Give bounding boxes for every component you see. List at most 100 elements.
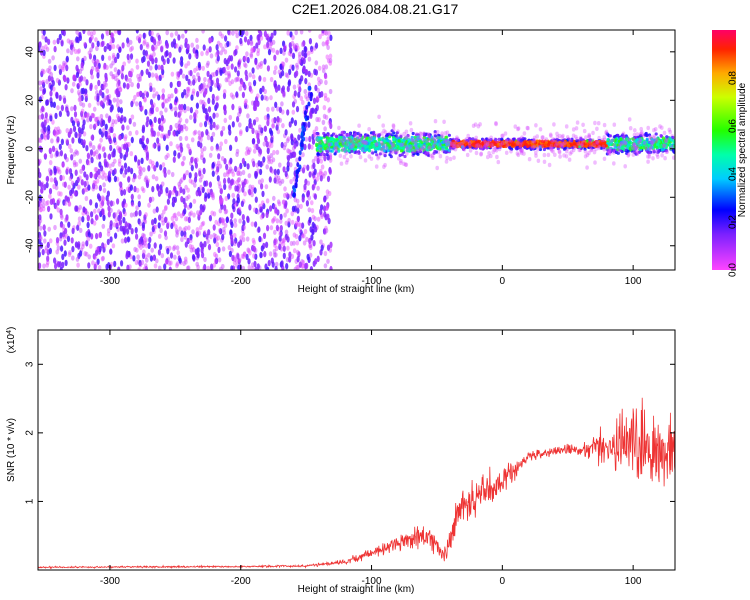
- spectrogram-cell: [89, 124, 93, 130]
- spectrogram-cell: [123, 116, 127, 123]
- spectrogram-cell: [177, 120, 182, 126]
- spectrogram-cell: [164, 259, 169, 265]
- spectrogram-cell: [151, 174, 156, 180]
- spectrogram-cell: [275, 124, 279, 131]
- spectrogram-cell: [303, 143, 307, 151]
- spectrogram-cell: [104, 123, 108, 130]
- spectrogram-cell: [95, 45, 99, 52]
- spectrogram-cell: [245, 51, 249, 57]
- spectrogram-cell: [79, 101, 83, 107]
- spectrogram-cell: [94, 249, 99, 256]
- spectrogram-cell: [308, 252, 313, 258]
- spectrogram-cell: [41, 248, 45, 256]
- spectrogram-cell: [54, 112, 58, 120]
- spectrogram-cell: [67, 201, 72, 207]
- spectrogram-cell: [212, 224, 216, 231]
- spectrogram-cell: [46, 241, 50, 249]
- spectrogram-cell: [86, 112, 90, 118]
- spectrogram-cell: [298, 235, 302, 242]
- spectrogram-cell: [284, 220, 289, 226]
- spectrogram-cell: [40, 187, 44, 194]
- spectrogram-cell: [171, 130, 176, 136]
- spectrogram-cell: [301, 222, 305, 229]
- spectrogram-cell: [59, 212, 64, 219]
- spectrogram-cell: [218, 163, 223, 169]
- spectrogram-cell: [234, 48, 238, 56]
- spectrogram-cell: [220, 130, 224, 137]
- spectrogram-cell: [284, 57, 289, 63]
- spectrogram-cell: [252, 253, 256, 259]
- spectrogram-cell: [278, 162, 282, 168]
- spectrogram-cell: [38, 200, 41, 208]
- spectrogram-cell: [142, 266, 147, 270]
- spectrogram-cell: [116, 198, 120, 205]
- spectrogram-cell: [149, 85, 153, 93]
- spectrogram-cell: [159, 188, 163, 195]
- spectrogram-cell: [305, 262, 309, 269]
- spectrogram-cell: [82, 139, 86, 146]
- spectrogram-cell: [314, 60, 319, 66]
- spectrogram-cell: [227, 169, 231, 175]
- spectrogram-cell: [53, 224, 57, 231]
- spectrogram-cell: [67, 200, 72, 207]
- spectrogram-cell: [200, 147, 204, 154]
- spectrogram-cell: [189, 238, 193, 244]
- spectrogram-cell: [337, 125, 341, 131]
- spectrogram-cell: [163, 98, 167, 104]
- spectrogram-cell: [45, 46, 50, 52]
- spectrogram-cell: [94, 167, 99, 173]
- spectrogram-cell: [222, 66, 226, 74]
- spectrogram-cell: [274, 245, 279, 252]
- spectrogram-cell: [266, 119, 270, 127]
- spectrogram-cell: [296, 216, 301, 222]
- spectrogram-cell: [95, 64, 99, 70]
- spectrogram-cell: [258, 148, 263, 155]
- spectrogram-cell: [236, 170, 241, 176]
- spectrogram-cell: [273, 242, 277, 248]
- spectrogram-cell: [98, 128, 102, 135]
- spectrogram-cell: [76, 176, 80, 184]
- spectrogram-cell: [158, 39, 162, 45]
- spectrogram-cell: [182, 173, 186, 181]
- spectrogram-cell: [319, 79, 323, 85]
- spectrogram-cell: [283, 202, 288, 209]
- spectrogram-cell: [126, 53, 130, 61]
- spectrogram-cell: [112, 97, 117, 103]
- spectrogram-cell: [200, 173, 204, 179]
- spectrogram-cell: [96, 100, 101, 106]
- spectrogram-cell: [328, 157, 333, 163]
- spectrogram-cell: [182, 123, 187, 130]
- spectrogram-cell: [275, 49, 280, 55]
- spectrogram-cell: [325, 152, 329, 157]
- spectrogram-cell: [164, 133, 168, 139]
- spectrogram-cell: [294, 233, 299, 240]
- spectrogram-cell: [175, 143, 180, 149]
- spectrogram-cell: [313, 68, 317, 76]
- spectrogram-cell: [41, 202, 46, 208]
- spectrogram-cell: [102, 146, 106, 152]
- spectrogram-cell: [51, 55, 55, 61]
- spectrogram-cell: [323, 263, 328, 269]
- spectrogram-cell: [238, 122, 242, 128]
- spectrogram-cell: [56, 199, 60, 206]
- spectrogram-cell: [93, 173, 97, 179]
- spectrogram-cell: [205, 114, 209, 121]
- spectrogram-cell: [74, 149, 78, 155]
- spectrogram-cell: [106, 190, 110, 197]
- spectrogram-cell: [248, 204, 252, 211]
- spectrogram-cell: [241, 224, 245, 231]
- spectrogram-cell: [155, 161, 159, 168]
- spectrogram-cell: [136, 73, 140, 79]
- spectrogram-cell: [277, 178, 282, 184]
- spectrogram-cell: [138, 101, 142, 108]
- spectrogram-cell: [297, 58, 302, 64]
- spectrogram-cell: [188, 211, 192, 217]
- spectrogram-cell: [116, 102, 120, 108]
- spectrogram-cell: [67, 131, 71, 138]
- spectrogram-cell: [214, 257, 219, 264]
- spectrogram-cell: [219, 188, 223, 194]
- spectrogram-cell: [45, 99, 49, 106]
- spectrogram-cell: [135, 130, 139, 136]
- spectrogram-cell: [196, 90, 200, 98]
- spectrogram-cell: [246, 216, 250, 223]
